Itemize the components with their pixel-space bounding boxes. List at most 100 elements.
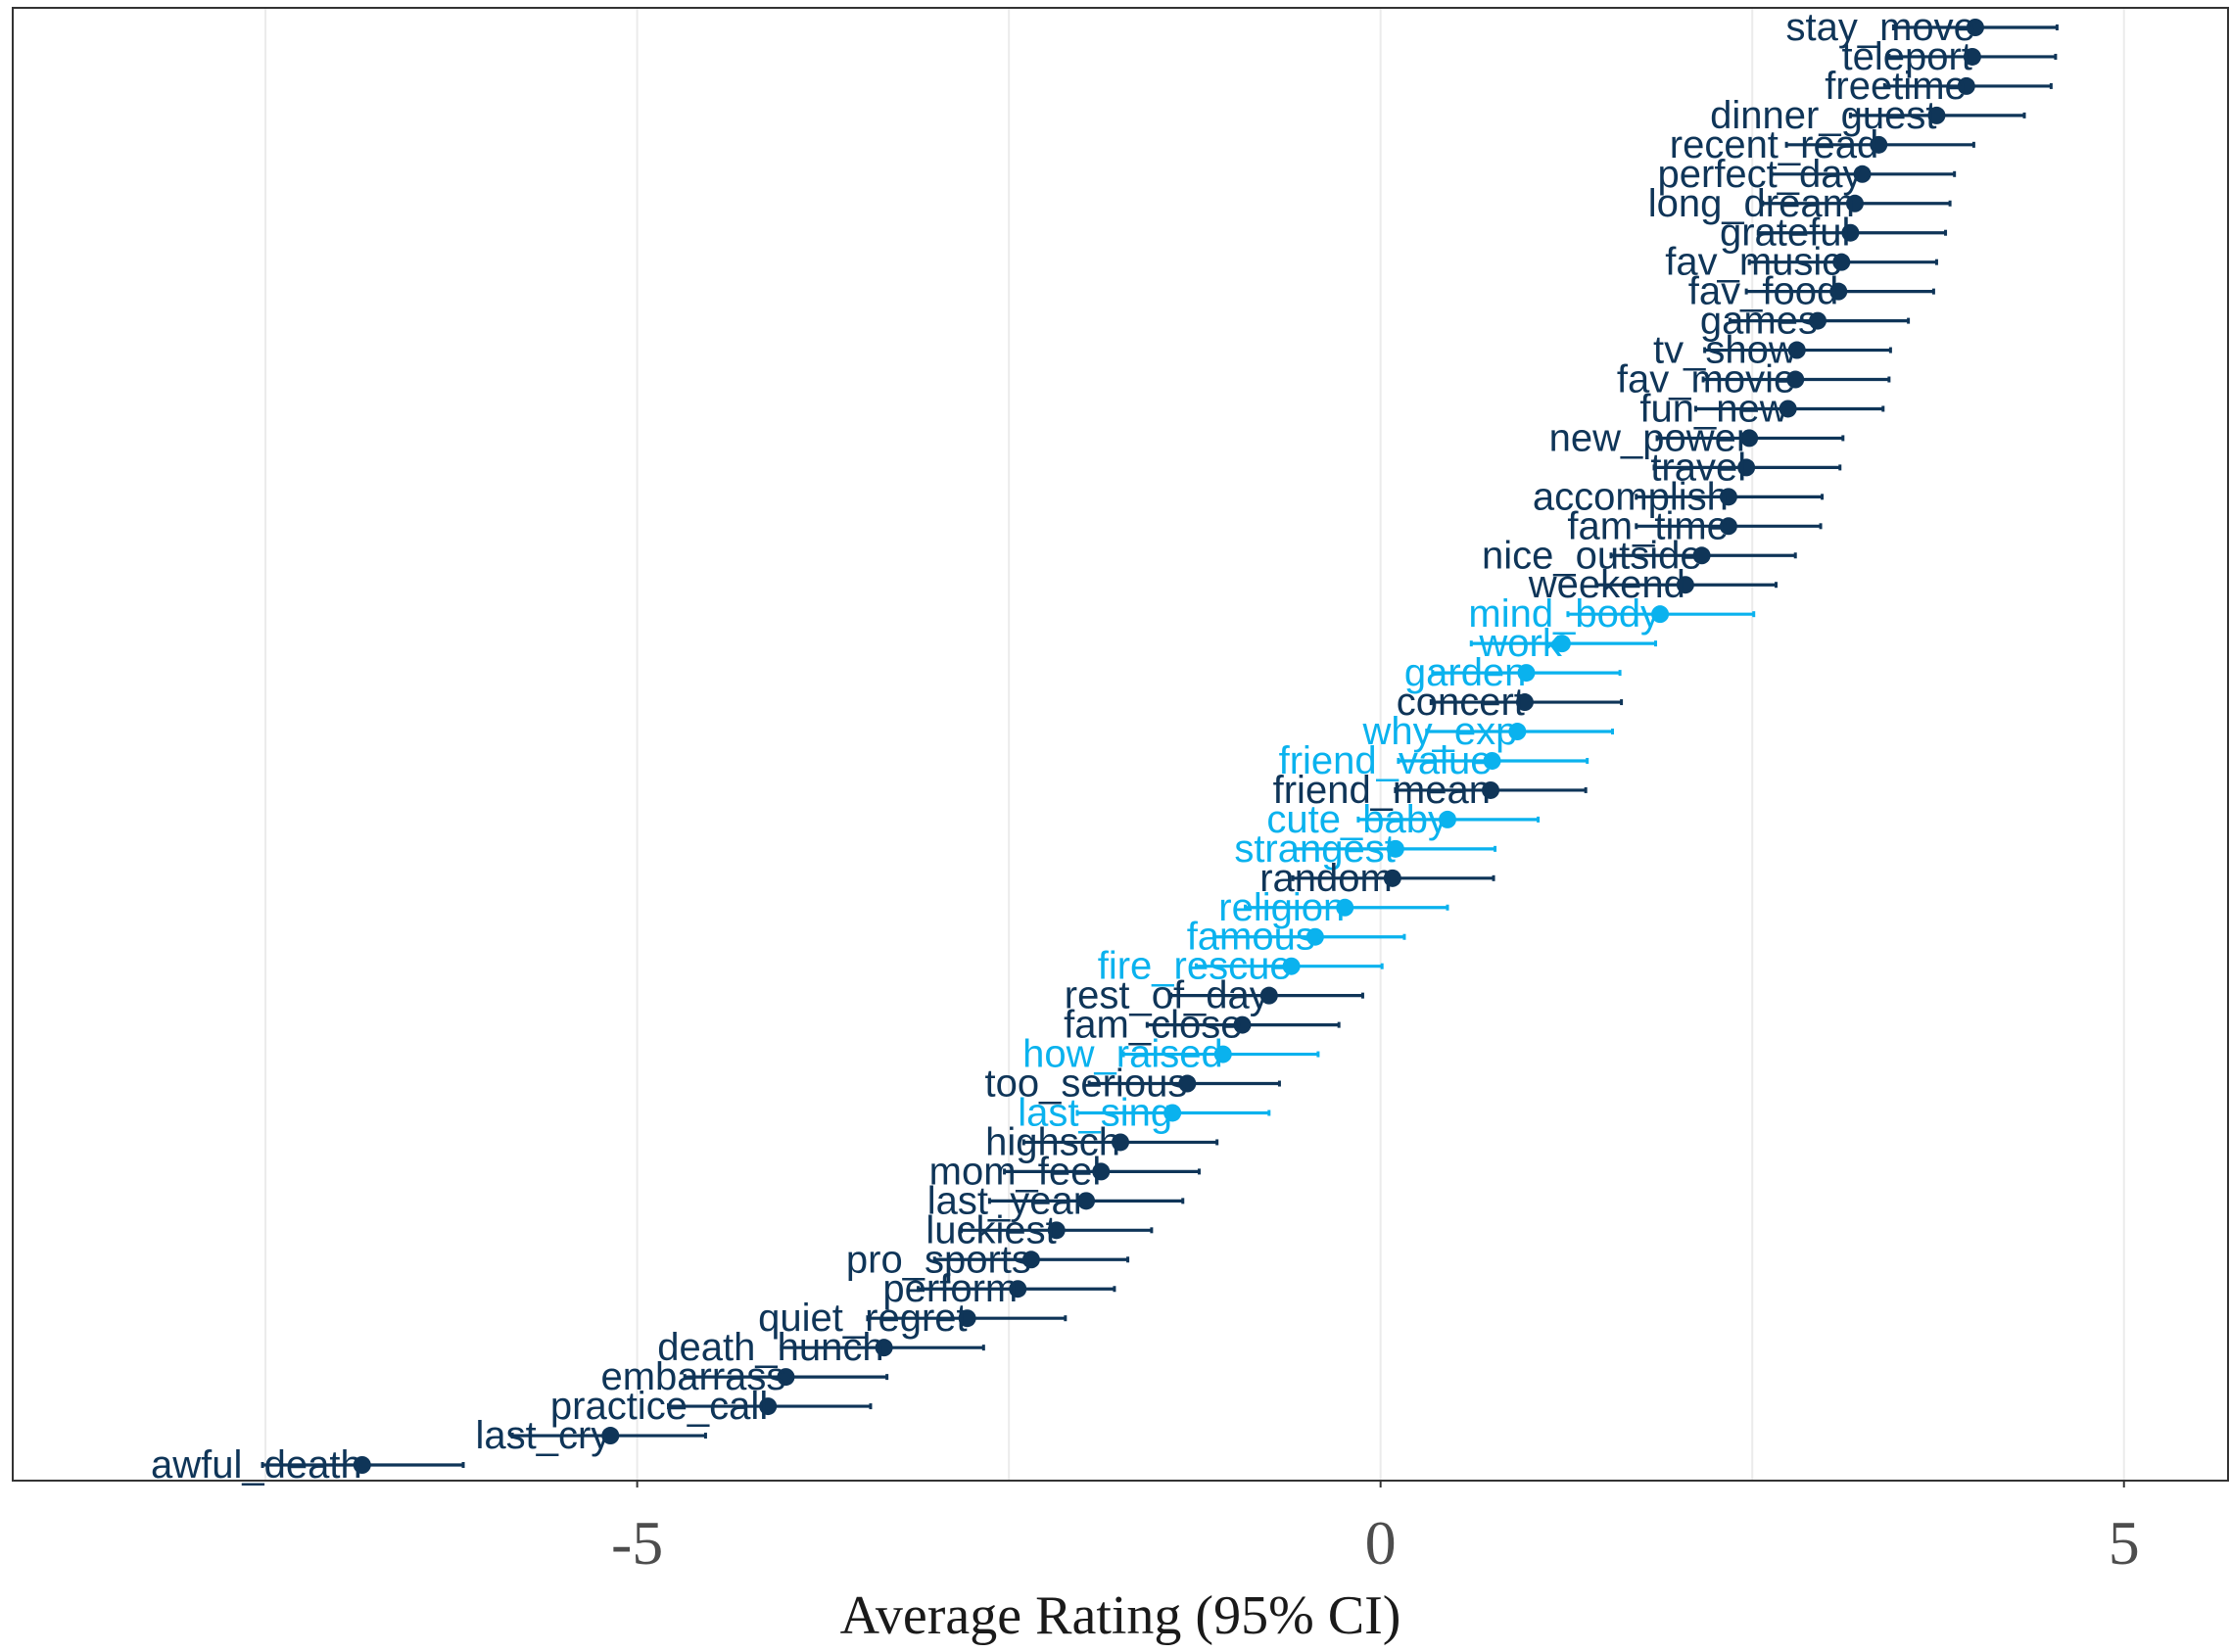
mean-point (777, 1368, 795, 1387)
point-label: how_raised (1022, 1033, 1223, 1076)
mean-point (1047, 1221, 1066, 1240)
point-label: friend_value (1279, 739, 1493, 782)
point-labels: stay_moveteleportfreetimedinner_guestrec… (151, 6, 1975, 1487)
mean-points (353, 19, 1984, 1474)
mean-point (1808, 311, 1827, 330)
point-label: fam_time (1567, 504, 1729, 547)
mean-point (1021, 1251, 1040, 1269)
mean-point (1737, 458, 1756, 477)
mean-point (1651, 605, 1670, 624)
mean-point (1112, 1133, 1129, 1152)
mean-point (1517, 664, 1536, 683)
point-label: stay_move (1785, 6, 1974, 49)
mean-point (1740, 429, 1759, 448)
mean-point (1870, 135, 1888, 154)
mean-point (1966, 19, 1984, 36)
mean-point (1305, 927, 1324, 946)
mean-point (1483, 751, 1501, 770)
mean-point (958, 1309, 976, 1328)
point-label: last_cry (475, 1414, 610, 1457)
point-label: concert (1397, 681, 1525, 724)
point-label: mom_feel (929, 1150, 1102, 1193)
point-label: religion (1218, 886, 1345, 929)
mean-point (1779, 400, 1797, 418)
point-label: fav_movie (1617, 358, 1795, 401)
point-label: work (1478, 622, 1562, 665)
point-label: grateful (1720, 212, 1850, 255)
mean-point (1233, 1015, 1252, 1034)
mean-point (1282, 957, 1301, 975)
point-label: cute_baby (1266, 798, 1447, 841)
point-label: garden (1404, 651, 1527, 694)
point-label: travel (1650, 446, 1746, 489)
mean-point (1438, 810, 1456, 828)
point-label: luckiest (925, 1208, 1056, 1251)
point-label: recent_read (1670, 123, 1878, 166)
mean-point (875, 1339, 893, 1357)
mean-point (1336, 898, 1354, 917)
mean-point (1259, 986, 1278, 1005)
mean-point (1092, 1162, 1111, 1181)
mean-point (1841, 223, 1860, 242)
mean-point (1386, 839, 1404, 858)
mean-point (1552, 635, 1571, 653)
point-label: new_power (1549, 416, 1750, 459)
mean-point (1829, 282, 1848, 301)
mean-point (1383, 869, 1401, 887)
mean-point (1832, 253, 1851, 271)
x-tick-label: -5 (611, 1508, 663, 1578)
mean-point (1963, 47, 1981, 66)
x-axis-ticks: -5 0 5 (611, 1481, 2140, 1578)
point-label: weekend (1528, 563, 1685, 606)
point-label: long_dream (1648, 182, 1855, 225)
point-label: tv_show (1653, 329, 1797, 372)
mean-point (1213, 1045, 1232, 1063)
point-label: highsch (985, 1120, 1120, 1163)
mean-point (1163, 1104, 1182, 1122)
point-label: embarrass (600, 1355, 785, 1398)
mean-point (1719, 488, 1737, 506)
point-label: quiet_regret (758, 1297, 967, 1340)
mean-point (353, 1456, 371, 1474)
x-tick-label: 0 (1365, 1508, 1397, 1578)
point-label: perform (882, 1267, 1018, 1310)
x-tick-label: 5 (2109, 1508, 2140, 1578)
point-label: awful_death (151, 1443, 362, 1487)
mean-point (1957, 76, 1975, 95)
point-label: fav_music (1665, 241, 1841, 284)
point-label: teleport (1841, 35, 1971, 78)
point-label: fire_rescue (1098, 945, 1292, 988)
point-label: friend_mean (1273, 769, 1491, 812)
mean-point (1853, 165, 1872, 183)
point-label: fun_new (1639, 387, 1787, 430)
mean-point (1719, 517, 1737, 536)
point-label: random (1259, 857, 1393, 900)
mean-point (1845, 194, 1864, 212)
mean-point (1786, 370, 1805, 389)
point-label: fam_close (1064, 1004, 1242, 1047)
mean-point (1515, 693, 1534, 712)
point-label: last_year (927, 1179, 1086, 1222)
plot-frame (12, 7, 2229, 1482)
point-label: nice_outside (1482, 534, 1702, 577)
point-label: dinner_guest (1710, 94, 1936, 137)
point-label: famous (1187, 916, 1315, 959)
point-label: fav_food (1688, 270, 1838, 313)
point-label: accomplish (1533, 475, 1729, 518)
point-label: perfect_day (1658, 153, 1863, 196)
mean-point (1508, 723, 1527, 741)
gridlines (264, 8, 2125, 1481)
point-label: last_sing (1018, 1091, 1172, 1134)
mean-point (1787, 341, 1806, 359)
mean-point (1178, 1074, 1197, 1093)
point-label: games (1700, 300, 1818, 343)
mean-point (1692, 546, 1711, 565)
mean-point (601, 1427, 620, 1445)
mean-point (759, 1397, 778, 1416)
point-label: rest_of_day (1065, 974, 1269, 1017)
point-label: death_hunch (657, 1326, 883, 1369)
mean-point (1482, 780, 1500, 799)
point-label: practice_call (550, 1385, 768, 1428)
